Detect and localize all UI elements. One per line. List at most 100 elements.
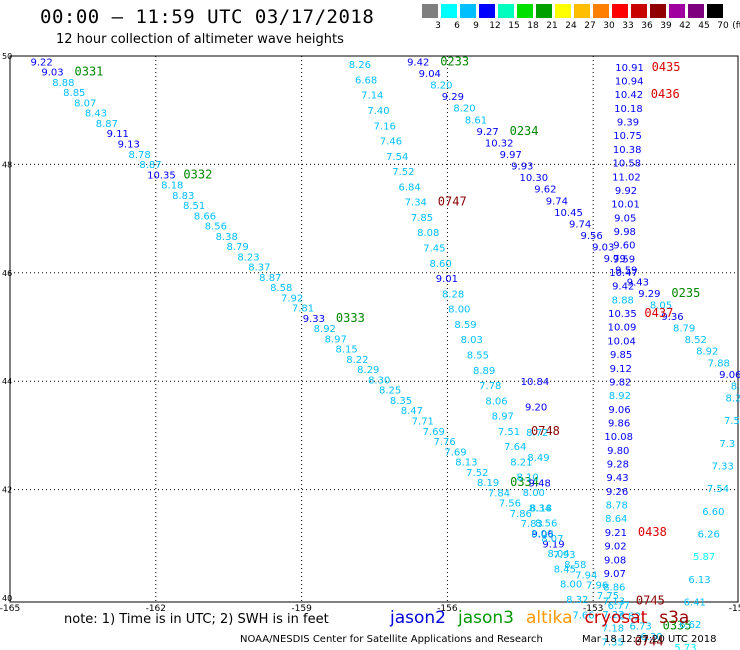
legend-s3a: s3a — [659, 608, 690, 628]
pass-time-label: 0233 — [440, 54, 469, 68]
wave-height-value: 7.51 — [498, 427, 520, 438]
latitude-tick-label: 50 — [2, 52, 12, 61]
wave-height-value: 9.01 — [436, 274, 458, 285]
wave-height-value: 8.03 — [461, 335, 483, 346]
color-scale-swatch — [536, 4, 552, 18]
color-scale-label: 6 — [454, 21, 460, 31]
color-scale-swatch — [441, 4, 457, 18]
wave-height-value: 10.32 — [485, 138, 514, 149]
wave-height-value: 7.52 — [466, 468, 488, 479]
wave-height-value: 9.43 — [627, 277, 649, 288]
wave-height-value: 7.54 — [386, 152, 408, 163]
wave-height-value: 8.61 — [465, 115, 487, 126]
wave-height-value: 8.13 — [455, 458, 477, 469]
wave-height-value: 8.29 — [357, 365, 379, 376]
wave-height-value: 9.92 — [615, 186, 637, 197]
wave-height-value: 9.20 — [525, 403, 547, 414]
wave-height-value: 7.92 — [281, 293, 303, 304]
wave-height-value: 8.29 — [725, 394, 740, 405]
wave-height-value: 8.51 — [183, 201, 205, 212]
wave-height-value: 10.42 — [614, 90, 643, 101]
wave-height-value: 9.28 — [607, 460, 629, 471]
latitude-tick-label: 46 — [2, 269, 12, 278]
wave-height-value: 7.71 — [412, 417, 434, 428]
wave-height-value: 6.84 — [398, 182, 420, 193]
color-scale-swatch — [707, 4, 723, 18]
wave-height-value: 8.20 — [430, 81, 452, 92]
wave-height-value: 9.60 — [613, 241, 635, 252]
wave-height-value: 8.52 — [685, 335, 707, 346]
color-scale-label: 3 — [435, 21, 441, 31]
wave-height-value: 7.83 — [521, 519, 543, 530]
wave-height-value: 10.01 — [611, 200, 640, 211]
wave-height-value: 7.45 — [423, 244, 445, 255]
wave-height-value: 9.04 — [419, 69, 441, 80]
wave-height-value: 7.69 — [423, 427, 445, 438]
color-scale-swatch — [479, 4, 495, 18]
wave-height-value: 9.74 — [546, 196, 568, 207]
wave-height-value: 8.56 — [205, 222, 227, 233]
wave-height-value: 9.06 — [531, 529, 553, 540]
wave-height-value: 10.38 — [613, 145, 642, 156]
longitude-tick-label: -165 — [0, 604, 20, 614]
wave-height-value: 8.59 — [454, 320, 476, 331]
pass-time-label: 0334 — [510, 475, 539, 489]
wave-height-value: 9.22 — [30, 57, 52, 68]
pass-time-label: 0744 — [635, 634, 664, 648]
pass-time-label: 0333 — [336, 311, 365, 325]
color-scale-swatch — [498, 4, 514, 18]
wave-height-value: 7.78 — [479, 381, 501, 392]
wave-height-value: 6.60 — [702, 507, 724, 518]
wave-height-value: 8.92 — [696, 347, 718, 358]
wave-height-value: 9.33 — [303, 314, 325, 325]
wave-height-value: 8.00 — [531, 529, 553, 540]
legend-cryosat: cryosat — [584, 608, 648, 628]
pass-time-label: 0435 — [652, 60, 681, 74]
wave-height-value: 11.02 — [612, 172, 641, 183]
wave-height-value: 6.62 — [679, 620, 701, 631]
color-scale-label: 12 — [489, 21, 501, 31]
pass-time-label: 0748 — [531, 424, 560, 438]
wave-height-value: 8.56 — [535, 519, 557, 530]
wave-height-value: 7.75 — [597, 591, 619, 602]
wave-height-value: 9.12 — [610, 364, 632, 375]
wave-height-value: 8.92 — [314, 324, 336, 335]
color-scale-swatch — [631, 4, 647, 18]
wave-height-value: 7.52 — [392, 167, 414, 178]
wave-height-value: 9.06 — [719, 370, 740, 381]
wave-height-value: 9.06 — [608, 405, 630, 416]
wave-height-value: 9.74 — [569, 219, 591, 230]
wave-height-value: 7.18 — [602, 624, 624, 635]
pass-time-label: 0438 — [638, 525, 667, 539]
pass-time-label: 0335 — [663, 619, 692, 633]
wave-height-value: 8.87 — [139, 160, 161, 171]
latitude-tick-label: 48 — [2, 160, 12, 169]
color-scale-label: 18 — [527, 21, 539, 31]
longitude-tick-label: -162 — [146, 604, 166, 614]
wave-height-value: 9.79 — [604, 254, 626, 265]
wave-height-value: 8.15 — [335, 345, 357, 356]
color-scale-label: 15 — [508, 21, 520, 31]
pass-time-label: 0437 — [644, 306, 673, 320]
wave-height-value: 9.48 — [529, 478, 551, 489]
wave-height-value: 7.13 — [603, 596, 625, 607]
color-scale-swatch — [688, 4, 704, 18]
wave-height-value: 9.02 — [604, 542, 626, 553]
wave-height-value: 8.08 — [417, 228, 439, 239]
wave-height-value: 7.93 — [553, 550, 575, 561]
color-scale-label: 33 — [622, 21, 634, 31]
color-scale-swatch — [422, 4, 438, 18]
wave-height-value: 7.33 — [712, 462, 734, 473]
wave-height-value: 8.78 — [606, 501, 628, 512]
wave-height-value: 7.5 — [724, 416, 740, 427]
color-scale-label: 70 — [717, 21, 729, 31]
latitude-tick-label: 40 — [2, 594, 12, 603]
wave-height-value: 8.88 — [52, 78, 74, 89]
wave-height-value: 8.72 — [526, 428, 548, 439]
wave-height-value: 8.00 — [523, 488, 545, 499]
axis-labels: -165 -162 -159 -156 -153 -150 50 48 46 44 42 40 — [0, 52, 740, 614]
credit-text: NOAA/NESDIS Center for Satellite Applica… — [240, 634, 543, 645]
wave-height-value: 7.81 — [292, 304, 314, 315]
wave-height-value: 8.05 — [650, 300, 672, 311]
